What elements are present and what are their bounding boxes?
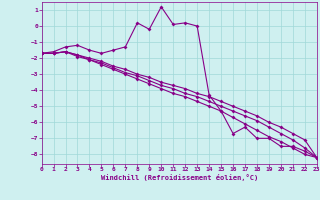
X-axis label: Windchill (Refroidissement éolien,°C): Windchill (Refroidissement éolien,°C) bbox=[100, 174, 258, 181]
